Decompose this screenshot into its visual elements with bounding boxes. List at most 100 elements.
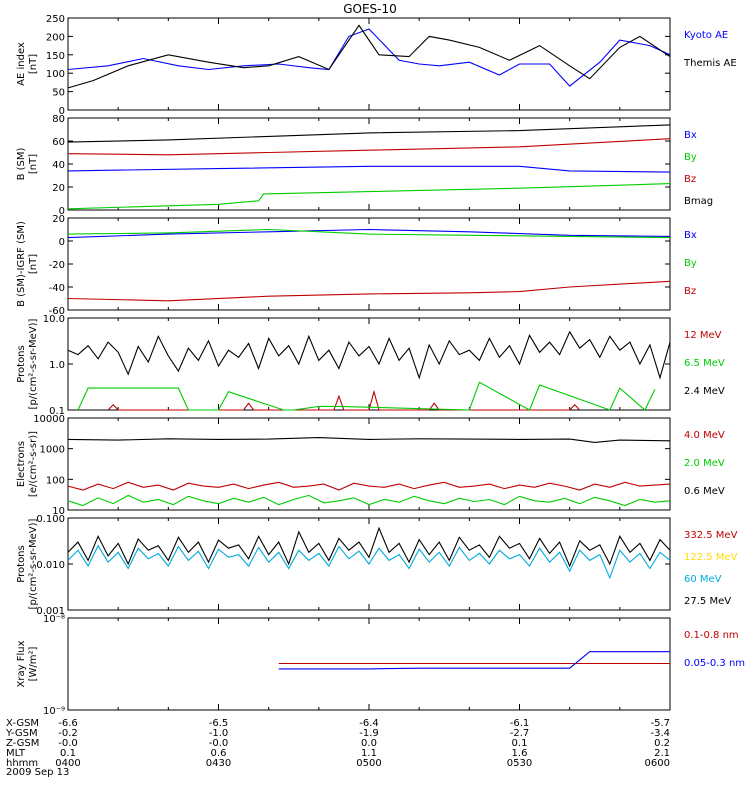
series-line-0-05-0-3-nm bbox=[278, 651, 670, 670]
y-tick-label: 0.100 bbox=[36, 514, 65, 525]
y-axis-unit: [nT] bbox=[28, 254, 39, 274]
series-line-4-0-mev bbox=[67, 481, 671, 491]
legend-entry: Bx bbox=[684, 130, 697, 141]
footer-value: -6.4 bbox=[359, 718, 379, 729]
y-tick-label: 0 bbox=[59, 206, 65, 217]
y-tick-label: 80 bbox=[52, 114, 65, 125]
y-tick-label: 0 bbox=[59, 106, 65, 117]
footer-value: 0500 bbox=[356, 758, 381, 769]
y-tick-label: 200 bbox=[46, 32, 65, 43]
legend-entry: By bbox=[684, 258, 697, 269]
footer-value: 0.2 bbox=[654, 738, 670, 749]
y-axis-unit: [e/(cm²-s-sr)] bbox=[28, 431, 39, 497]
legend-entry: By bbox=[684, 152, 697, 163]
footer-value: -1.0 bbox=[209, 728, 229, 739]
legend-entry: 60 MeV bbox=[684, 574, 722, 585]
y-axis-unit: [p/(cm²-s-sr-MeV)] bbox=[28, 318, 39, 409]
footer-value: 0.0 bbox=[361, 738, 377, 749]
date-label: 2009 Sep 13 bbox=[6, 767, 69, 778]
y-tick-label: 100 bbox=[46, 475, 65, 486]
chart-title: GOES-10 bbox=[343, 2, 397, 16]
y-axis-label: Xray Flux bbox=[16, 640, 27, 687]
y-tick-label: 0 bbox=[59, 237, 65, 248]
footer-value: -0.0 bbox=[209, 738, 229, 749]
y-tick-label: 10⁻⁸ bbox=[43, 614, 65, 625]
y-tick-label: 10⁻⁹ bbox=[43, 706, 65, 717]
legend-entry: 6.5 MeV bbox=[684, 358, 725, 369]
series-line-60-mev bbox=[67, 544, 671, 580]
y-tick-label: 20 bbox=[52, 214, 65, 225]
panel-6: 0.001 0.010 0.100 Protons [p/(cm²-s-sr-MeV)]… bbox=[16, 514, 738, 617]
series-line-bx bbox=[67, 228, 671, 239]
legend-entry: 27.5 MeV bbox=[684, 596, 731, 607]
y-tick-label: 10 bbox=[52, 506, 65, 517]
footer-value: 0600 bbox=[645, 758, 670, 769]
series-line-0-6-mev bbox=[67, 437, 671, 443]
panel-7: 10⁻⁹ 10⁻⁸ Xray Flux [W/m²] 0.1-0.8 nm 0.05-0.… bbox=[16, 614, 745, 717]
series-line-2-4-mev bbox=[67, 330, 671, 380]
series-line-bx bbox=[67, 165, 671, 173]
panel-frame bbox=[67, 17, 671, 111]
footer-value: -5.7 bbox=[650, 718, 670, 729]
footer-value: -2.7 bbox=[510, 728, 530, 739]
legend-entry: 0.1-0.8 nm bbox=[684, 630, 739, 641]
panel-3: -60 -40 -20 0 20 B (SM)-IGRF (SM) [nT] Bx By Bz bbox=[16, 214, 697, 317]
y-axis-label: Protons bbox=[16, 545, 27, 582]
series-line-bmag bbox=[67, 124, 671, 143]
series-line-by bbox=[67, 228, 671, 239]
footer-row-label: hhmm bbox=[6, 758, 38, 769]
footer-value: -6.6 bbox=[58, 718, 78, 729]
y-tick-label: 40 bbox=[52, 160, 65, 171]
y-tick-label: 150 bbox=[46, 51, 65, 62]
footer-value: -0.0 bbox=[58, 738, 78, 749]
y-axis-unit: [nT] bbox=[28, 154, 39, 174]
footer-value: 0.1 bbox=[512, 738, 528, 749]
y-tick-label: -60 bbox=[49, 306, 65, 317]
legend-entry: 0.6 MeV bbox=[684, 486, 725, 497]
legend-entry: Bz bbox=[684, 286, 696, 297]
y-tick-label: -40 bbox=[49, 283, 65, 294]
legend-entry: Bx bbox=[684, 230, 697, 241]
y-tick-label: 20 bbox=[52, 183, 65, 194]
y-axis-label: AE index bbox=[16, 42, 27, 86]
y-tick-label: 10000 bbox=[33, 414, 65, 425]
footer-row-label: X-GSM bbox=[6, 718, 39, 729]
y-tick-label: 50 bbox=[52, 88, 65, 99]
legend-entry: 122.5 MeV bbox=[684, 552, 738, 563]
y-axis-unit: [p/(cm²-s-sr-MeV)] bbox=[28, 518, 39, 609]
footer-value: -3.4 bbox=[650, 728, 670, 739]
panel-frame bbox=[67, 417, 671, 511]
footer-value: -6.5 bbox=[209, 718, 229, 729]
y-axis-label: Protons bbox=[16, 345, 27, 382]
legend-entry: 332.5 MeV bbox=[684, 530, 738, 541]
footer-value: -0.2 bbox=[58, 728, 78, 739]
series-line-27-5-mev bbox=[67, 526, 671, 568]
y-axis-unit: [W/m²] bbox=[28, 646, 39, 681]
series-line-2-0-mev bbox=[67, 494, 671, 507]
footer-row-label: Z-GSM bbox=[6, 738, 39, 749]
y-tick-label: 10.0 bbox=[43, 314, 65, 325]
panel-frame bbox=[67, 317, 671, 411]
footer-value: 0430 bbox=[206, 758, 231, 769]
footer-value: 2.1 bbox=[654, 748, 670, 759]
y-tick-label: 100 bbox=[46, 69, 65, 80]
legend-entry: 4.0 MeV bbox=[684, 430, 725, 441]
y-tick-label: 0.001 bbox=[36, 606, 65, 617]
y-axis-label: Electrons bbox=[16, 441, 27, 487]
series-line-by bbox=[67, 183, 671, 210]
legend-entry: Bmag bbox=[684, 196, 713, 207]
y-tick-label: 1.0 bbox=[49, 360, 65, 371]
panel-1: 0 50 100 150 200 250 AE index [nT] Kyoto AE Themi… bbox=[16, 14, 737, 117]
legend-entry: Themis AE bbox=[683, 58, 737, 69]
panel-frame bbox=[67, 117, 671, 211]
panel-5: 10 100 1000 10000 Electrons [e/(cm²-s-sr)] 4.0… bbox=[16, 414, 725, 517]
legend-entry: 2.4 MeV bbox=[684, 386, 725, 397]
legend-entry: 2.0 MeV bbox=[684, 458, 725, 469]
footer-value: -6.1 bbox=[510, 718, 530, 729]
y-tick-label: 0.1 bbox=[49, 406, 65, 417]
y-axis-label: B (SM) bbox=[16, 147, 27, 180]
y-axis-unit: [nT] bbox=[28, 54, 39, 74]
panel-4: 0.1 1.0 10.0 Protons [p/(cm²-s-sr-MeV)] 12 Me… bbox=[16, 314, 725, 417]
